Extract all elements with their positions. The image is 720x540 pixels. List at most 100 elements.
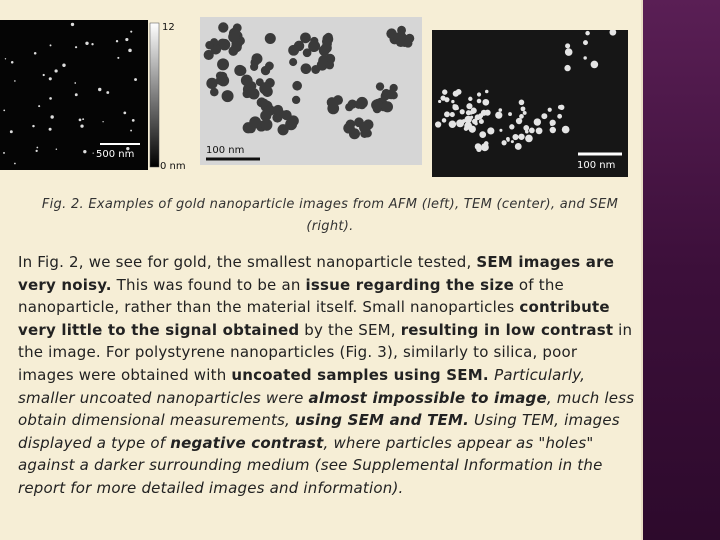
particle (509, 124, 515, 130)
particle (85, 41, 89, 45)
text-run: , much less obtain dimensional measureme… (18, 388, 635, 430)
particle (36, 146, 39, 149)
particle (91, 43, 94, 46)
particle (115, 39, 119, 43)
particle (327, 102, 340, 115)
particle (128, 48, 132, 53)
particle (260, 118, 273, 131)
particle (14, 80, 16, 82)
particle (396, 31, 407, 41)
particle (464, 115, 472, 124)
particle (549, 126, 557, 134)
text-run: issue regarding the size (305, 275, 514, 294)
particle (480, 143, 489, 152)
text-run: by the SEM, (299, 320, 401, 339)
particle (541, 113, 548, 120)
scale-label: 500 nm (96, 149, 134, 160)
particle (74, 93, 78, 97)
particle (499, 128, 503, 132)
scale-label: 100 nm (577, 160, 615, 171)
particle (520, 106, 526, 112)
particle (123, 111, 127, 115)
particle (289, 58, 298, 67)
particle (455, 106, 459, 111)
particle (130, 129, 133, 132)
particle (514, 143, 522, 150)
particle (528, 127, 535, 134)
particle (33, 51, 37, 55)
particle (260, 110, 272, 122)
particle (459, 109, 465, 115)
particle (35, 149, 38, 153)
particle (217, 74, 230, 87)
particle (547, 107, 552, 112)
particle (205, 40, 214, 50)
particle (518, 99, 525, 106)
particle (210, 87, 219, 97)
particle (106, 91, 110, 94)
particle (259, 82, 272, 95)
sem-image: 100 nm (432, 30, 628, 177)
particle (243, 76, 253, 86)
text-run: using SEM and TEM. (294, 411, 470, 430)
text-run: contribute very little to the signal obt… (18, 298, 610, 339)
particle (273, 104, 284, 115)
particle (484, 89, 489, 94)
particle (218, 22, 229, 33)
particle (206, 77, 218, 90)
particle (10, 61, 14, 64)
particle (449, 112, 455, 118)
particle (506, 138, 510, 142)
particle (609, 30, 617, 36)
particle (557, 105, 563, 110)
particle (482, 100, 487, 104)
particle (442, 89, 448, 95)
particle (451, 99, 455, 104)
particle (463, 126, 469, 131)
particle (434, 121, 442, 128)
particle (535, 127, 543, 135)
afm-svg: 12 0 nm 500 nm (0, 20, 186, 172)
particle (82, 118, 85, 121)
particle (476, 146, 482, 153)
particle (375, 82, 385, 91)
particle (98, 87, 102, 92)
particle (288, 44, 300, 56)
tem-svg: 100 nm (200, 17, 422, 165)
text-run: This was found to be an (111, 275, 306, 294)
afm-field (0, 20, 148, 170)
particle (228, 31, 240, 43)
particle (126, 147, 130, 151)
particle (217, 58, 230, 71)
particle (62, 63, 66, 68)
colorbar (149, 22, 160, 168)
colorbar-min: 0 nm (160, 161, 186, 172)
particle (498, 108, 503, 112)
particle (83, 149, 87, 154)
particle (102, 121, 104, 123)
text-run: SEM images are very noisy. (18, 253, 615, 294)
particle (218, 38, 231, 51)
particle (74, 46, 78, 49)
particle (38, 105, 41, 108)
particle (466, 103, 473, 110)
particle (203, 49, 214, 61)
particle (131, 119, 135, 122)
particle (291, 95, 301, 105)
particle (590, 60, 599, 69)
particle (74, 82, 77, 84)
particle (495, 111, 503, 119)
particle (70, 22, 75, 27)
text-run: , where particles appear as "holes" agai… (18, 433, 603, 497)
text-run: resulting in low contrast (400, 320, 614, 339)
particle (476, 92, 482, 97)
particle (583, 40, 588, 46)
particle (9, 130, 13, 134)
particle (403, 38, 413, 48)
particle (4, 58, 7, 60)
particle (55, 148, 58, 150)
text-run: negative contrast (170, 433, 324, 452)
particle (264, 32, 276, 45)
particle (501, 140, 507, 146)
particle (249, 116, 262, 129)
